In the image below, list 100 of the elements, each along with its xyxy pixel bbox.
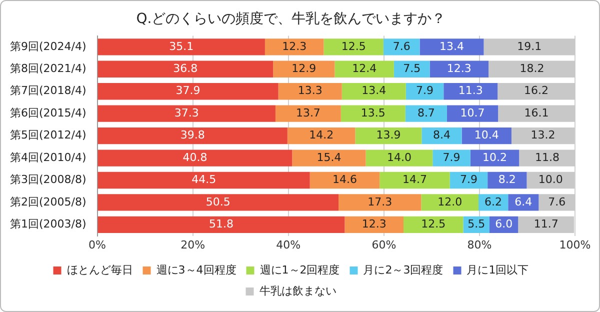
data-label: 35.1 (169, 40, 194, 53)
bar (344, 216, 404, 234)
data-label: 7.9 (442, 150, 460, 164)
bar (278, 83, 342, 100)
data-label: 12.5 (341, 40, 366, 53)
legend-label: ほとんど毎日 (66, 263, 133, 276)
data-label: 13.4 (440, 40, 464, 53)
data-label: 6.4 (514, 195, 532, 208)
bar (394, 60, 430, 78)
data-label: 14.2 (309, 128, 334, 142)
y-tick-label: 第6回(2015/4) (10, 106, 86, 120)
legend-label: 牛乳は飲まない (259, 284, 336, 298)
data-label: 7.5 (403, 62, 421, 75)
y-tick-label: 第3回(2008/8) (10, 173, 86, 186)
data-label: 14.6 (332, 173, 357, 186)
data-label: 12.3 (282, 40, 307, 53)
legend-label: 月に2～3回程度 (363, 263, 444, 276)
data-label: 13.5 (360, 106, 386, 120)
data-label: 14.0 (386, 150, 412, 164)
bar (406, 83, 444, 100)
data-label: 7.9 (416, 84, 434, 98)
y-tick-label: 第5回(2012/4) (10, 128, 86, 142)
data-label: 17.3 (368, 195, 392, 208)
bar (287, 127, 356, 144)
data-label: 19.1 (517, 40, 542, 53)
data-label: 10.2 (482, 150, 507, 164)
bar (508, 194, 539, 211)
bar (275, 105, 341, 122)
data-label: 11.8 (535, 150, 560, 164)
bar (338, 194, 422, 211)
bar (340, 105, 406, 122)
data-label: 13.2 (530, 128, 556, 142)
data-label: 11.7 (534, 218, 558, 231)
x-tick-label: 0% (88, 238, 106, 252)
x-tick-label: 100% (559, 238, 591, 252)
bar (404, 216, 464, 234)
y-tick-label: 第1回(2003/8) (10, 218, 86, 231)
data-label: 7.6 (548, 195, 566, 208)
y-tick-label: 第9回(2024/4) (10, 40, 86, 53)
data-label: 13.4 (362, 84, 386, 98)
bar (98, 38, 265, 56)
bar (380, 172, 450, 189)
data-label: 14.7 (402, 173, 427, 186)
chart-title: Q.どのくらいの頻度で、牛乳を飲んでいますか？ (136, 11, 446, 28)
data-label: 7.6 (392, 40, 410, 53)
bar (292, 150, 366, 166)
bar (98, 172, 310, 189)
legend-label: 週に1～2回程度 (260, 263, 340, 276)
legend-label: 月に1回以下 (466, 263, 529, 276)
data-label: 12.3 (446, 62, 472, 75)
bar (273, 60, 335, 78)
data-label: 50.5 (206, 195, 230, 208)
bar (98, 83, 278, 100)
bar (405, 105, 447, 122)
data-label: 12.9 (292, 62, 316, 75)
data-label: 10.7 (460, 106, 485, 120)
bar (324, 38, 384, 56)
bar (98, 194, 339, 211)
bar (98, 127, 288, 144)
bar (366, 150, 433, 166)
bar (98, 150, 292, 166)
x-tick-label: 20% (180, 238, 206, 252)
y-tick-label: 第4回(2010/4) (10, 150, 86, 164)
data-label: 12.5 (421, 218, 446, 231)
x-tick-label: 60% (372, 238, 396, 252)
bar (422, 127, 462, 144)
bar (446, 105, 498, 122)
data-label: 7.9 (460, 173, 478, 186)
data-label: 8.4 (432, 128, 450, 142)
data-label: 37.3 (174, 106, 199, 120)
bar (264, 38, 324, 56)
bar (450, 172, 488, 189)
data-label: 12.4 (352, 62, 377, 75)
data-label: 13.3 (298, 84, 322, 98)
bar (98, 216, 345, 234)
bar (98, 60, 274, 78)
y-tick-label: 第2回(2005/8) (10, 195, 86, 208)
data-label: 10.4 (474, 128, 499, 142)
y-tick-label: 第7回(2018/4) (10, 84, 86, 98)
bar (355, 127, 422, 144)
data-label: 16.2 (524, 84, 549, 98)
data-label: 8.7 (417, 106, 435, 120)
y-tick-label: 第8回(2021/4) (10, 62, 86, 75)
data-label: 12.3 (362, 218, 386, 231)
bar (98, 105, 276, 122)
data-label: 11.3 (458, 84, 483, 98)
data-label: 12.0 (438, 195, 462, 208)
bar (342, 83, 406, 100)
data-label: 37.9 (176, 84, 200, 98)
bar (430, 60, 489, 78)
bar (421, 194, 478, 211)
bar (420, 38, 484, 56)
data-label: 15.4 (316, 150, 342, 164)
data-label: 8.2 (498, 173, 516, 186)
bar (334, 60, 394, 78)
bar (470, 150, 520, 166)
legend-label: 週に3～4回程度 (156, 263, 236, 276)
data-label: 13.7 (296, 106, 320, 120)
data-label: 13.9 (376, 128, 401, 142)
data-label: 10.0 (538, 173, 563, 186)
